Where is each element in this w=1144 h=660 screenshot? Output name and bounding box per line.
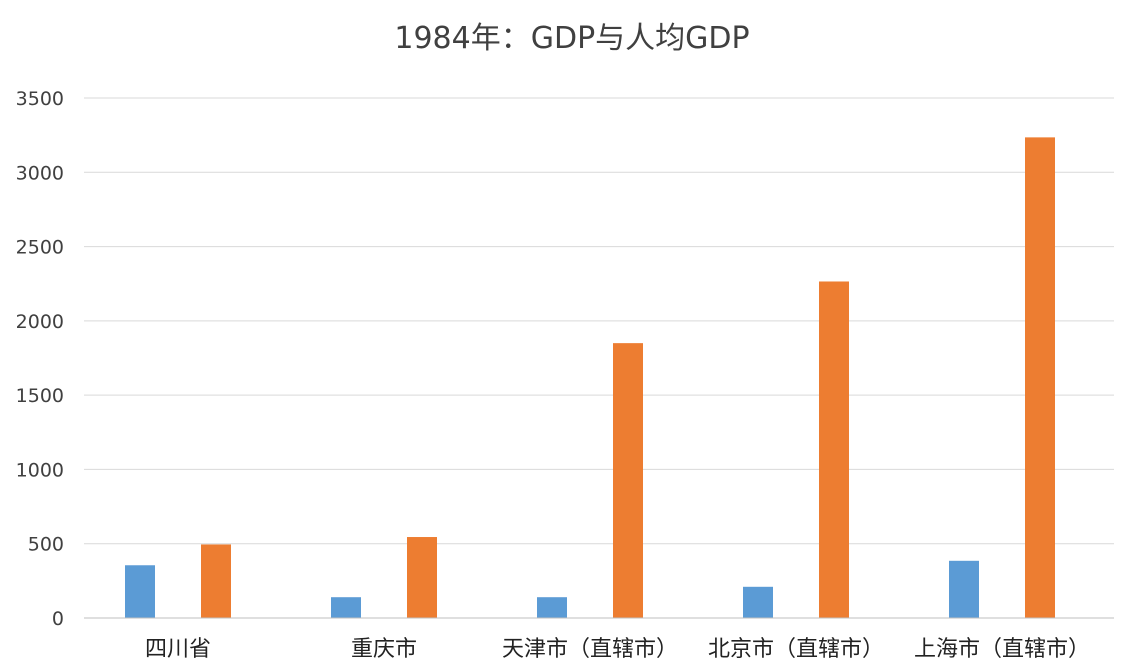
y-tick-label-2000: 2000	[16, 311, 64, 333]
y-tick-label-3500: 3500	[16, 88, 64, 110]
y-axis-tick-labels: 0 500 1000 1500 2000 2500 3000 3500	[16, 88, 64, 630]
x-category-label-4: 上海市（直辖市）	[914, 637, 1090, 660]
x-category-label-0: 四川省	[145, 637, 211, 660]
bar-series1-2	[537, 597, 567, 618]
y-tick-label-1500: 1500	[16, 385, 64, 407]
y-tick-label-2500: 2500	[16, 237, 64, 259]
bar-series1-4	[949, 560, 979, 618]
y-tick-label-3000: 3000	[16, 162, 64, 184]
bar-series2-2	[613, 343, 643, 618]
y-tick-label-1000: 1000	[16, 459, 64, 481]
bar-series2-3	[819, 281, 849, 618]
x-category-label-3: 北京市（直辖市）	[708, 637, 884, 660]
y-tick-label-500: 500	[28, 534, 64, 556]
x-category-label-2: 天津市（直辖市）	[502, 637, 678, 660]
bar-series2-4	[1025, 137, 1055, 618]
bar-series1-0	[125, 565, 155, 618]
bar-series2-0	[201, 544, 231, 618]
gridlines	[84, 97, 1114, 545]
x-category-label-1: 重庆市	[351, 637, 417, 660]
bars	[125, 137, 1055, 618]
x-axis-category-labels: 四川省 重庆市 天津市（直辖市） 北京市（直辖市） 上海市（直辖市）	[145, 637, 1090, 660]
bar-series2-1	[407, 537, 437, 618]
chart-title: 1984年：GDP与人均GDP	[394, 21, 749, 56]
bar-series1-3	[743, 586, 773, 618]
y-tick-label-0: 0	[52, 608, 64, 630]
bar-series1-1	[331, 597, 361, 618]
